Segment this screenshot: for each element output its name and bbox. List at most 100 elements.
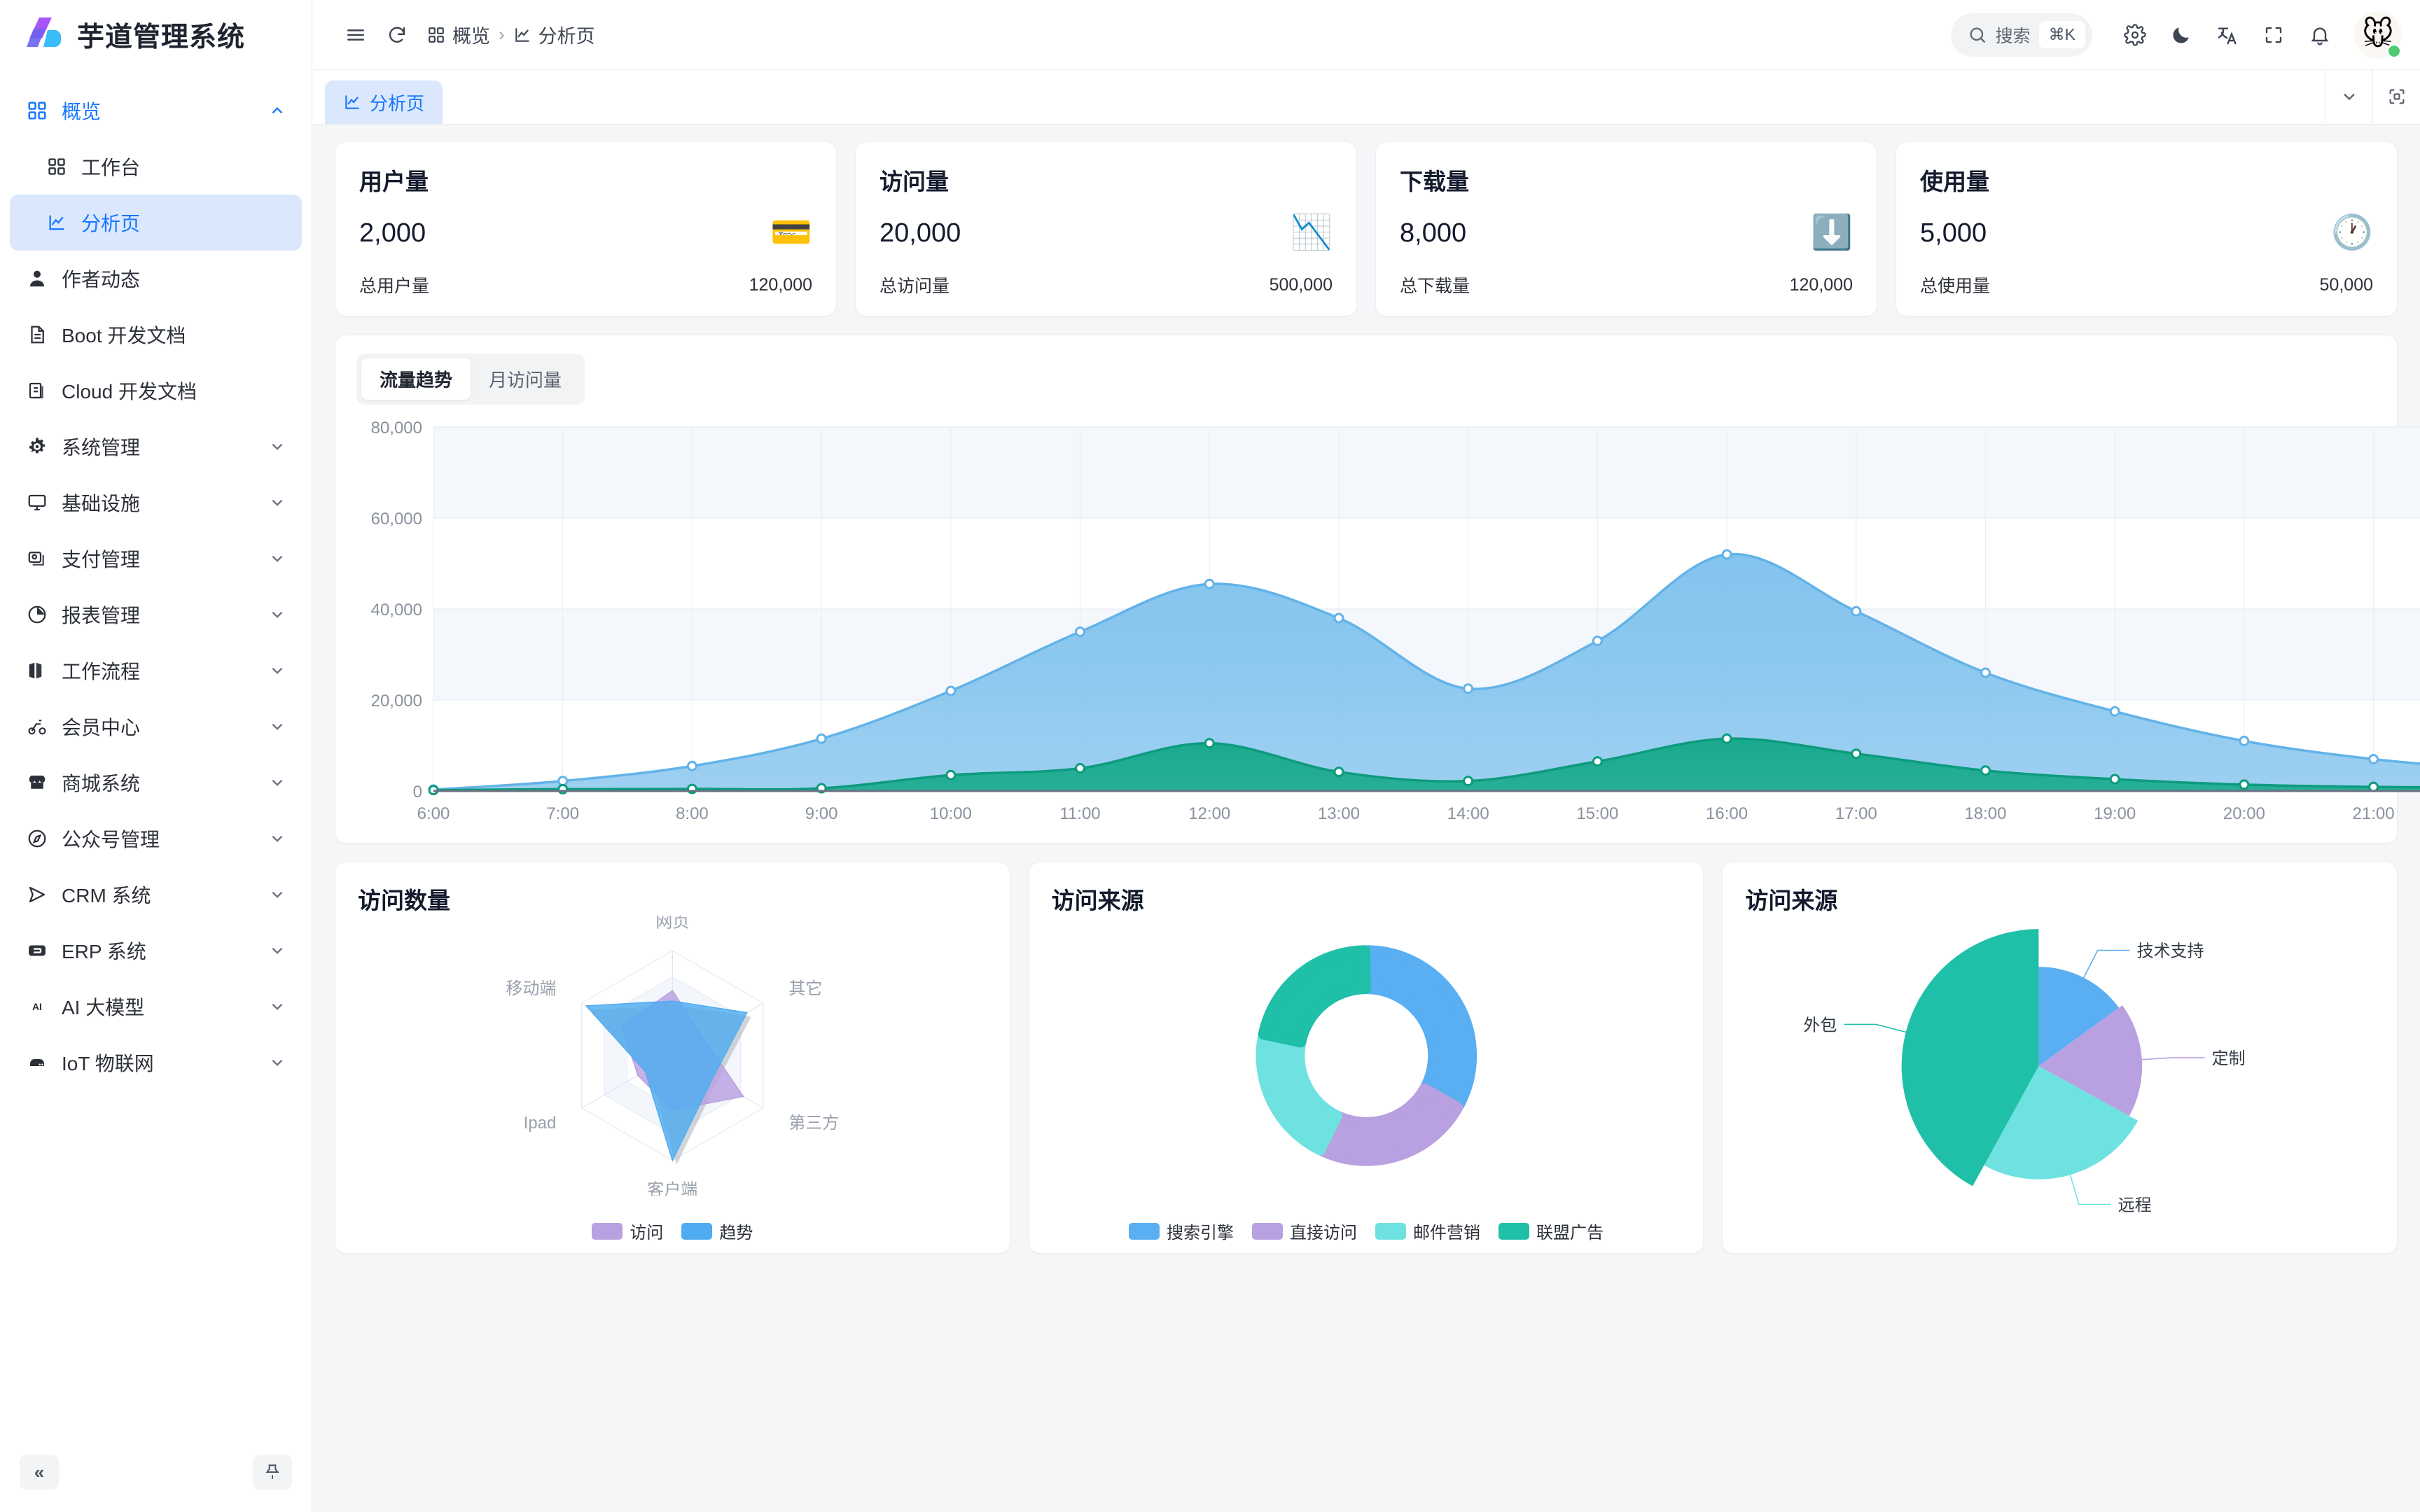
stat-foot-label: 总使用量: [1920, 276, 1991, 296]
sidebar-item-crm-system[interactable]: CRM 系统: [10, 867, 302, 923]
gear-icon[interactable]: [2113, 13, 2157, 57]
svg-text:11:00: 11:00: [1059, 804, 1100, 823]
sidebar-item-label: Boot 开发文档: [62, 325, 186, 346]
sidebar-item-report-management[interactable]: 报表管理: [10, 587, 302, 643]
sidebar-item-label: 报表管理: [62, 605, 141, 626]
chevron-down-icon[interactable]: [268, 718, 286, 736]
card-title: 访问数量: [358, 888, 450, 913]
topbar-actions: 搜索 ⌘K 🐭: [1950, 10, 2402, 59]
chevron-down-icon[interactable]: [268, 997, 286, 1016]
sidebar-item-label: 基础设施: [62, 493, 141, 514]
svg-text:0: 0: [413, 783, 422, 802]
shop-icon: [22, 772, 52, 793]
chevron-down-icon[interactable]: [268, 886, 286, 904]
legend-label: 趋势: [719, 1224, 753, 1242]
chevron-up-icon[interactable]: [268, 102, 286, 120]
translate-icon[interactable]: [2206, 13, 2249, 57]
sidebar-item-official-account[interactable]: 公众号管理: [10, 811, 302, 867]
clock-icon: 🕐: [2331, 214, 2373, 251]
chevron-down-icon[interactable]: [268, 830, 286, 848]
svg-text:13:00: 13:00: [1318, 804, 1360, 823]
search-input[interactable]: 搜索 ⌘K: [1950, 13, 2092, 57]
refresh-icon[interactable]: [377, 24, 417, 46]
search-shortcut-badge: ⌘K: [2038, 21, 2085, 48]
legend-item[interactable]: 联盟广告: [1498, 1219, 1604, 1243]
content-fullscreen-button[interactable]: [2372, 69, 2420, 124]
card-title: 访问来源: [1745, 888, 1838, 913]
chevron-down-icon[interactable]: [268, 493, 286, 512]
moon-icon[interactable]: [2160, 13, 2203, 57]
app-logo[interactable]: 芋道管理系统: [0, 0, 312, 70]
tab-analysis[interactable]: 分析页: [325, 80, 443, 124]
breadcrumb-item-overview[interactable]: 概览: [427, 21, 490, 48]
legend-item[interactable]: 访问: [592, 1219, 663, 1243]
bell-icon[interactable]: [2298, 13, 2342, 57]
tab-dropdown-button[interactable]: [2325, 69, 2372, 124]
sidebar-item-label: 工作流程: [62, 661, 141, 682]
pin-icon: [263, 1463, 281, 1481]
sidebar-item-overview[interactable]: 概览: [10, 83, 302, 139]
stat-foot-label: 总访问量: [879, 276, 950, 296]
chevron-down-icon[interactable]: [268, 774, 286, 792]
sidebar-item-iot[interactable]: IoT 物联网: [10, 1035, 302, 1091]
sidebar-item-mall-system[interactable]: 商城系统: [10, 755, 302, 811]
grid-icon: [427, 26, 445, 44]
visit-count-card: 访问数量 网页 其它 第三方 客户端 Ipad 移动端 访问 趋势: [335, 862, 1010, 1254]
send-icon: [22, 884, 52, 905]
stat-title: 下载量: [1400, 169, 1469, 195]
breadcrumb-item-analysis[interactable]: 分析页: [513, 21, 595, 48]
sidebar-item-ai-model[interactable]: AI AI 大模型: [10, 979, 302, 1035]
breadcrumb: 概览 › 分析页: [427, 21, 595, 48]
flow-icon: [22, 660, 52, 681]
legend-item[interactable]: 直接访问: [1252, 1219, 1357, 1243]
sidebar-item-erp-system[interactable]: ERP 系统: [10, 923, 302, 979]
chevron-down-icon[interactable]: [268, 606, 286, 624]
chart-icon: [42, 213, 71, 232]
stat-title: 使用量: [1920, 169, 1989, 195]
legend-item[interactable]: 搜索引擎: [1129, 1219, 1234, 1243]
legend-swatch: [681, 1222, 713, 1240]
pie-percent-icon: 📉: [1291, 214, 1333, 251]
sidebar-item-infrastructure[interactable]: 基础设施: [10, 475, 302, 531]
svg-text:40,000: 40,000: [371, 601, 422, 620]
chevron-down-icon[interactable]: [268, 438, 286, 456]
trend-tab-monthly[interactable]: 月访问量: [489, 370, 562, 391]
payment-icon: [22, 548, 52, 569]
svg-text:定制: 定制: [2212, 1049, 2246, 1068]
sidebar-item-workflow[interactable]: 工作流程: [10, 643, 302, 699]
sidebar-item-author-news[interactable]: 作者动态: [10, 251, 302, 307]
sidebar-item-payment-management[interactable]: 支付管理: [10, 531, 302, 587]
sidebar-item-analysis[interactable]: 分析页: [10, 195, 302, 251]
sidebar-item-boot-docs[interactable]: Boot 开发文档: [10, 307, 302, 363]
legend-item[interactable]: 趋势: [681, 1219, 753, 1243]
grid-icon: [42, 157, 71, 176]
svg-text:8:00: 8:00: [676, 804, 709, 823]
sidebar-item-workbench[interactable]: 工作台: [10, 139, 302, 195]
sidebar-item-cloud-docs[interactable]: Cloud 开发文档: [10, 363, 302, 419]
legend-swatch: [1498, 1222, 1529, 1240]
avatar[interactable]: 🐭: [2354, 10, 2402, 59]
sidebar-item-member-center[interactable]: 会员中心: [10, 699, 302, 755]
chevron-down-icon[interactable]: [268, 550, 286, 568]
traffic-trend-card: 流量趋势 月访问量 0 20,000 40,000 60,000 80,000 6:00 7…: [335, 335, 2420, 844]
legend-swatch: [592, 1222, 623, 1240]
collapse-sidebar-button[interactable]: «: [20, 1455, 59, 1490]
fullscreen-icon[interactable]: [2252, 13, 2295, 57]
visit-source-donut-card: 访问来源 搜索引擎 直接访问 邮件营销: [1028, 862, 1704, 1254]
chevron-down-icon[interactable]: [268, 1054, 286, 1072]
legend-label: 访问: [630, 1224, 664, 1242]
chevron-down-icon[interactable]: [268, 941, 286, 960]
sidebar-footer: «: [0, 1445, 312, 1512]
hamburger-icon[interactable]: [335, 24, 377, 46]
ai-icon: AI: [22, 996, 52, 1017]
sidebar-item-system-management[interactable]: 系统管理: [10, 419, 302, 475]
legend-swatch: [1129, 1222, 1160, 1240]
svg-text:18:00: 18:00: [1964, 804, 2006, 823]
legend-item[interactable]: 邮件营销: [1375, 1219, 1480, 1243]
chevron-down-icon[interactable]: [268, 662, 286, 680]
svg-text:10:00: 10:00: [930, 804, 972, 823]
stat-value: 5,000: [1920, 218, 1987, 248]
pin-sidebar-button[interactable]: [253, 1455, 292, 1490]
svg-text:外包: 外包: [1804, 1016, 1837, 1035]
trend-tab-traffic[interactable]: 流量趋势: [361, 358, 471, 400]
